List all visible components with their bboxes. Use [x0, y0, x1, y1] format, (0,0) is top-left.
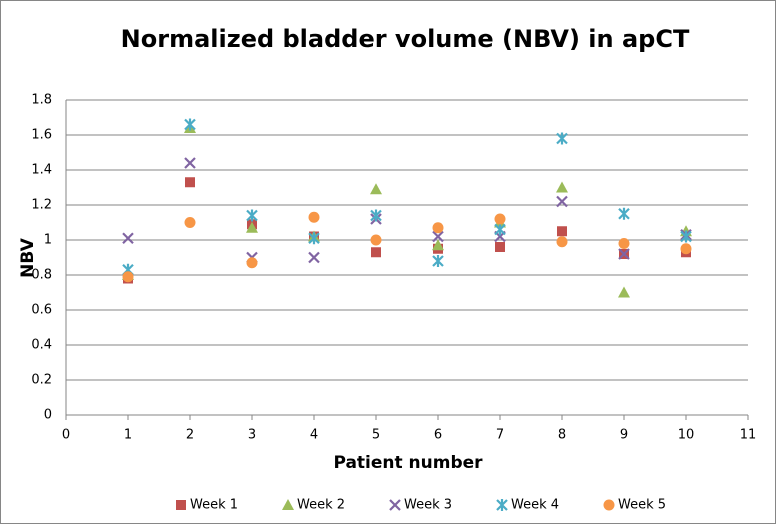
- chart-title: Normalized bladder volume (NBV) in apCT: [121, 25, 690, 53]
- marker-star: [370, 209, 382, 222]
- y-tick-label: 0: [44, 408, 52, 423]
- y-tick-label: 0.8: [31, 268, 52, 283]
- x-tick-label: 7: [496, 428, 504, 443]
- marker-circle: [432, 222, 444, 234]
- marker-star: [618, 207, 630, 220]
- marker-square: [176, 500, 186, 510]
- marker-circle: [122, 271, 134, 283]
- y-tick-label: 1: [44, 233, 52, 248]
- y-tick-label: 1.6: [31, 128, 52, 143]
- marker-x: [389, 499, 401, 511]
- marker-square: [495, 242, 505, 252]
- marker-x: [122, 232, 134, 245]
- legend-label: Week 5: [618, 498, 666, 513]
- marker-triangle: [556, 181, 568, 193]
- marker-x: [556, 195, 568, 208]
- x-tick-label: 6: [434, 428, 442, 443]
- legend-label: Week 2: [297, 498, 345, 513]
- marker-star: [308, 232, 320, 245]
- marker-triangle: [432, 239, 444, 251]
- x-tick-label: 2: [186, 428, 194, 443]
- y-tick-label: 1.2: [31, 198, 52, 213]
- marker-circle: [308, 211, 320, 223]
- legend-label: Week 3: [404, 498, 452, 513]
- marker-circle: [556, 236, 568, 248]
- x-tick-label: 9: [620, 428, 628, 443]
- y-tick-label: 0.4: [31, 338, 52, 353]
- x-tick-label: 1: [124, 428, 132, 443]
- marker-circle: [618, 238, 630, 249]
- marker-square: [185, 177, 195, 188]
- marker-circle: [246, 257, 258, 269]
- marker-star: [432, 255, 444, 267]
- y-axis-label: NBV: [18, 237, 38, 277]
- marker-x: [184, 157, 196, 169]
- marker-star: [680, 230, 692, 243]
- x-tick-label: 10: [678, 428, 695, 443]
- x-axis-label: Patient number: [333, 453, 483, 473]
- marker-circle: [680, 243, 692, 255]
- x-tick-label: 4: [310, 428, 318, 443]
- marker-x: [308, 251, 320, 264]
- legend-label: Week 1: [190, 498, 238, 513]
- marker-x: [432, 230, 444, 243]
- marker-x: [618, 248, 630, 260]
- marker-star: [556, 132, 568, 145]
- marker-triangle: [282, 499, 294, 510]
- marker-triangle: [370, 183, 382, 195]
- marker-circle: [603, 499, 615, 511]
- x-tick-label: 0: [62, 428, 70, 443]
- y-tick-label: 0.2: [31, 373, 52, 388]
- y-tick-label: 0.6: [31, 303, 52, 318]
- y-tick-label: 1.8: [31, 93, 52, 108]
- marker-circle: [494, 213, 506, 225]
- marker-star: [184, 118, 196, 131]
- marker-star: [496, 499, 508, 511]
- x-tick-label: 3: [248, 428, 256, 443]
- legend-label: Week 4: [511, 498, 559, 513]
- marker-square: [371, 247, 381, 258]
- x-tick-label: 8: [558, 428, 566, 443]
- marker-star: [246, 209, 258, 222]
- marker-triangle: [618, 286, 630, 298]
- x-tick-label: 11: [740, 428, 757, 443]
- y-tick-label: 1.4: [31, 163, 52, 178]
- marker-square: [557, 226, 567, 237]
- marker-triangle: [246, 221, 258, 233]
- x-tick-label: 5: [372, 428, 380, 443]
- marker-circle: [370, 234, 382, 246]
- marker-circle: [184, 217, 196, 228]
- marker-star: [494, 223, 506, 236]
